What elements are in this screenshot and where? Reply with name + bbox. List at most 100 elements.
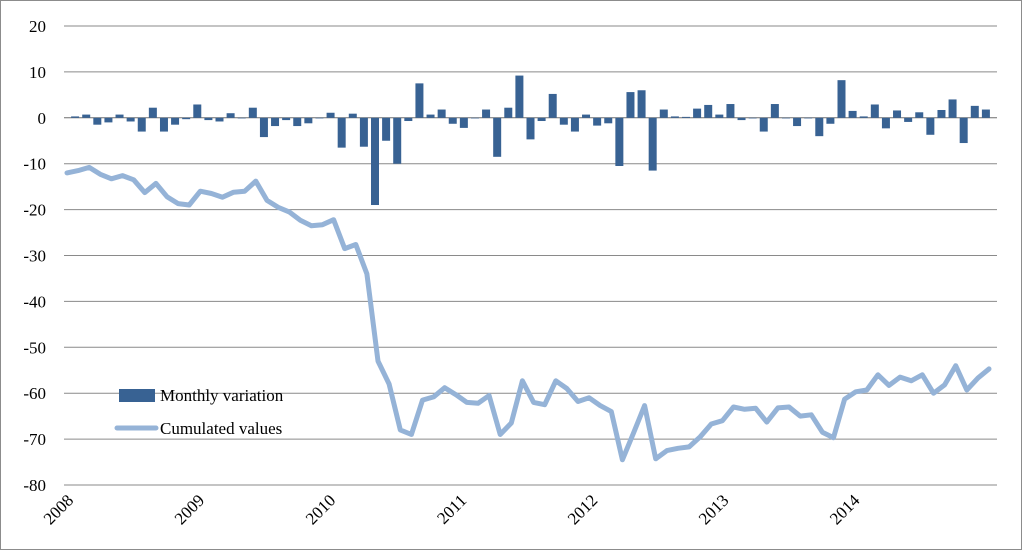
bar bbox=[804, 117, 813, 119]
y-tick-label: 10 bbox=[29, 63, 46, 82]
bar bbox=[448, 117, 457, 124]
bar bbox=[470, 117, 479, 119]
y-axis: 20 10 0 -10 -20 -30 -40 -50 -60 -70 -80 bbox=[23, 17, 46, 495]
bar bbox=[915, 112, 924, 118]
bar bbox=[648, 117, 657, 171]
line-series-cumulated-values bbox=[64, 164, 992, 463]
bar bbox=[404, 117, 413, 122]
bar bbox=[437, 109, 446, 118]
y-tick-label: -50 bbox=[23, 338, 46, 357]
bar bbox=[459, 117, 468, 128]
bar bbox=[204, 117, 213, 121]
bar bbox=[604, 117, 613, 124]
bar bbox=[737, 117, 746, 121]
bar bbox=[115, 114, 124, 118]
bar bbox=[815, 117, 824, 137]
bar bbox=[515, 75, 524, 118]
bar bbox=[770, 104, 779, 118]
bar bbox=[759, 117, 768, 132]
y-tick-label: -20 bbox=[23, 201, 46, 220]
bar bbox=[137, 117, 146, 132]
legend-bar-label: Monthly variation bbox=[160, 386, 284, 405]
bar bbox=[948, 99, 957, 118]
y-tick-label: -40 bbox=[23, 292, 46, 311]
bar bbox=[926, 117, 935, 135]
bar bbox=[582, 114, 591, 118]
bar bbox=[570, 117, 579, 132]
bar bbox=[315, 117, 324, 119]
bar bbox=[970, 105, 979, 118]
bar bbox=[981, 109, 990, 118]
bar bbox=[393, 117, 402, 164]
bar bbox=[71, 116, 80, 118]
bar bbox=[626, 92, 635, 118]
bar bbox=[859, 116, 868, 118]
bar bbox=[82, 114, 91, 118]
y-tick-label: 20 bbox=[29, 17, 46, 36]
bar bbox=[848, 110, 857, 118]
bar bbox=[226, 113, 235, 118]
bar bbox=[104, 117, 113, 123]
bar bbox=[326, 112, 335, 118]
bar bbox=[704, 104, 713, 118]
bar bbox=[837, 80, 846, 118]
bar bbox=[293, 117, 302, 127]
y-tick-label: -60 bbox=[23, 384, 46, 403]
bar bbox=[193, 104, 202, 118]
bar bbox=[482, 109, 491, 118]
bar bbox=[793, 117, 802, 127]
bar bbox=[693, 108, 702, 118]
y-tick-label: 0 bbox=[38, 109, 47, 128]
bar bbox=[182, 117, 191, 120]
bar bbox=[93, 117, 102, 125]
bar bbox=[526, 117, 535, 140]
bar bbox=[748, 117, 757, 119]
bar bbox=[937, 109, 946, 118]
bar bbox=[593, 117, 602, 126]
bar bbox=[215, 117, 224, 122]
bar bbox=[171, 117, 180, 125]
bar bbox=[126, 117, 135, 122]
bar bbox=[371, 117, 379, 206]
bar bbox=[348, 113, 357, 118]
bar bbox=[959, 117, 968, 144]
bar bbox=[282, 117, 291, 121]
bar bbox=[159, 117, 168, 132]
bar bbox=[726, 104, 735, 118]
bar bbox=[304, 117, 313, 124]
bar bbox=[248, 107, 257, 118]
bar bbox=[881, 117, 890, 129]
bar bbox=[548, 93, 557, 118]
bar bbox=[659, 109, 668, 118]
bar bbox=[537, 117, 546, 122]
legend: Monthly variation Cumulated values bbox=[114, 386, 284, 438]
bar bbox=[615, 117, 624, 166]
bar bbox=[415, 83, 424, 118]
y-tick-label: -70 bbox=[23, 430, 46, 449]
bar bbox=[259, 117, 268, 138]
bar bbox=[237, 117, 246, 119]
bar bbox=[670, 116, 679, 118]
bar bbox=[148, 107, 157, 118]
bar bbox=[382, 117, 391, 141]
y-tick-label: -10 bbox=[23, 155, 46, 174]
bar bbox=[426, 114, 435, 118]
bar bbox=[504, 107, 513, 118]
bar bbox=[682, 116, 690, 118]
bar bbox=[637, 90, 646, 118]
bar bbox=[715, 114, 724, 118]
legend-bar-swatch bbox=[119, 389, 155, 402]
bar bbox=[870, 104, 879, 118]
y-tick-label: -80 bbox=[23, 476, 46, 495]
bar bbox=[493, 117, 502, 157]
cumulated-values-line bbox=[64, 164, 992, 463]
bar bbox=[559, 117, 568, 125]
bar bbox=[826, 117, 835, 124]
bar bbox=[359, 117, 368, 147]
y-tick-label: -30 bbox=[23, 247, 46, 266]
bar bbox=[781, 117, 790, 119]
bar bbox=[893, 110, 902, 118]
bar bbox=[337, 117, 346, 148]
